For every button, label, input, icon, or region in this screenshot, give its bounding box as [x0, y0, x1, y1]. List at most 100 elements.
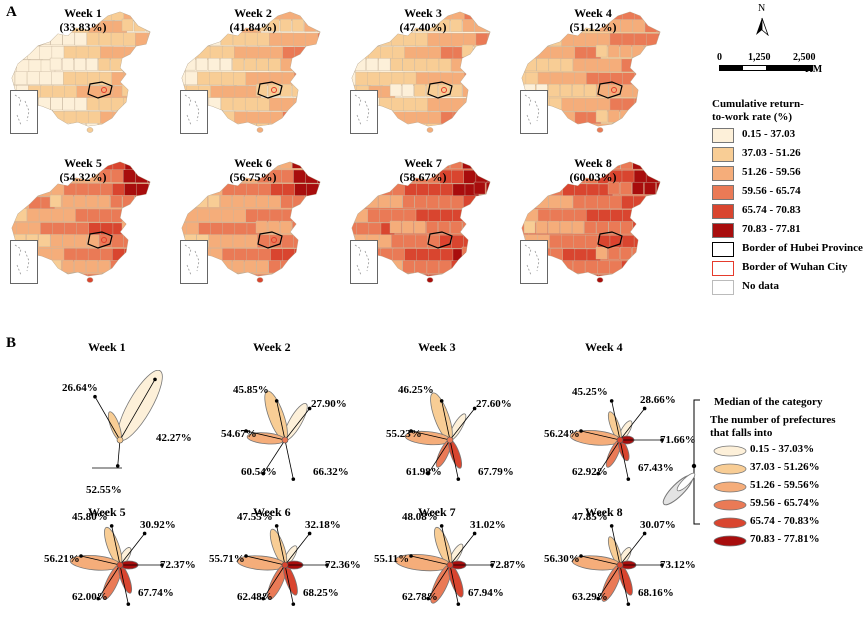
prefecture-region [12, 196, 19, 211]
prefecture-region [26, 71, 40, 85]
legend-label-border-hubei: Border of Hubei Province [742, 242, 863, 254]
prefecture-region [391, 32, 404, 46]
map-week-title: Week 6 [234, 156, 272, 170]
flower-median-label: 62.48% [237, 591, 273, 603]
prefecture-region [572, 84, 585, 97]
prefecture-region [390, 58, 403, 72]
prefecture-region [14, 71, 28, 85]
prefecture-region [524, 58, 537, 72]
prefecture-region [306, 72, 320, 87]
prefecture-region [522, 46, 528, 61]
prefecture-region [379, 208, 393, 223]
prefecture-region [464, 209, 478, 224]
prefecture-region [634, 209, 649, 224]
south-china-sea-inset [520, 90, 548, 134]
prefecture-region [145, 220, 150, 234]
prefecture-region [658, 33, 660, 48]
prefecture-region [197, 208, 210, 223]
prefecture-region [561, 274, 576, 276]
prefecture-region [621, 235, 636, 249]
prefecture-region [620, 246, 632, 260]
map-svg [351, 161, 491, 283]
prefecture-region [633, 98, 648, 113]
prefecture-region [304, 260, 318, 274]
prefecture-region [244, 195, 257, 208]
prefecture-region [294, 248, 309, 263]
median-line [619, 533, 645, 566]
prefecture-region [427, 97, 441, 112]
prefecture-region [621, 195, 634, 210]
prefecture-region [280, 260, 293, 274]
prefecture-region [208, 234, 221, 248]
flower-median-label: 63.29% [572, 591, 608, 603]
prefecture-region [352, 71, 357, 86]
prefecture-region [244, 97, 258, 111]
median-line [284, 533, 310, 566]
map-week-title: Week 4 [574, 6, 612, 20]
prefecture-region [426, 221, 438, 234]
prefecture-region [597, 58, 610, 72]
prefecture-region [608, 221, 621, 235]
prefecture-region [368, 183, 382, 198]
prefecture-region [233, 273, 247, 276]
north-arrow-icon [752, 6, 772, 37]
prefecture-region [281, 234, 295, 249]
flower-median-label: 55.71% [209, 553, 245, 565]
legend-glyph-icon [660, 392, 720, 532]
prefecture-region [246, 46, 260, 61]
flower-median-label: 54.67% [221, 428, 257, 440]
prefecture-region [572, 123, 586, 126]
prefecture-region [51, 111, 66, 125]
median-line [449, 408, 475, 441]
prefecture-region [304, 123, 318, 126]
prefecture-region [51, 46, 65, 60]
prefecture-region [74, 57, 86, 71]
median-dot [115, 464, 120, 468]
prefecture-region [561, 209, 576, 224]
prefecture-region [475, 235, 489, 249]
prefecture-region [438, 123, 452, 126]
wuhan-border [271, 237, 277, 243]
map-svg [351, 11, 491, 133]
prefecture-region [548, 83, 560, 97]
map-svg [521, 161, 661, 283]
prefecture-region [522, 71, 527, 86]
north-label: N [758, 3, 766, 14]
prefecture-region [306, 274, 320, 276]
prefecture-region [98, 97, 112, 111]
prefecture-region [644, 221, 658, 235]
legend-label: 37.03 - 51.26 [742, 147, 801, 159]
prefecture-region [280, 83, 292, 97]
map-week-rate: (60.03%) [569, 170, 617, 184]
prefecture-region [378, 123, 391, 126]
median-dot [244, 429, 248, 433]
prefecture-region [584, 58, 598, 72]
prefecture-region [75, 208, 89, 223]
choropleth-map [2, 6, 160, 134]
prefecture-region [584, 195, 598, 209]
prefecture-region [573, 32, 587, 47]
prefecture-region [12, 45, 17, 60]
prefecture-region [136, 183, 150, 198]
prefecture-region [256, 260, 269, 274]
flower-glyph [236, 524, 329, 606]
prefecture-region [475, 195, 488, 209]
prefecture-region [38, 32, 51, 45]
scale-tick-1: 1,250 [748, 52, 771, 63]
map-week-rate: (54.32%) [59, 170, 107, 184]
prefecture-region [586, 72, 600, 87]
prefecture-region [208, 259, 220, 273]
prefecture-region [12, 31, 14, 45]
prefecture-region [86, 32, 100, 46]
median-line [262, 564, 286, 599]
prefecture-region [135, 32, 148, 46]
prefecture-region [595, 109, 608, 123]
flower-median-label: 30.92% [140, 519, 176, 531]
prefecture-region [244, 260, 257, 273]
prefecture-region [220, 260, 232, 273]
prefecture-region [74, 32, 87, 46]
prefecture-region [110, 260, 123, 273]
prefecture-region [548, 195, 561, 209]
prefecture-region [658, 235, 660, 250]
prefecture-region [220, 234, 234, 248]
